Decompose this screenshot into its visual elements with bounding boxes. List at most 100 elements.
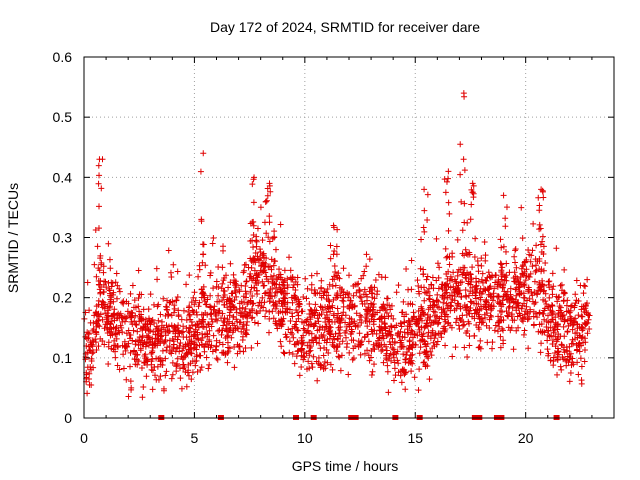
data-point bbox=[166, 299, 173, 306]
data-point bbox=[227, 306, 234, 313]
data-point bbox=[194, 311, 201, 318]
data-point bbox=[192, 322, 199, 329]
data-point bbox=[168, 322, 175, 329]
data-point bbox=[276, 266, 283, 273]
data-point bbox=[281, 267, 288, 274]
data-point bbox=[553, 245, 560, 252]
data-point bbox=[356, 288, 363, 295]
data-point bbox=[401, 334, 408, 341]
data-point bbox=[522, 258, 529, 265]
data-point bbox=[536, 258, 543, 265]
data-point bbox=[463, 307, 470, 314]
data-point bbox=[547, 324, 554, 331]
data-point bbox=[457, 171, 464, 178]
data-point bbox=[118, 314, 125, 321]
data-point bbox=[135, 267, 142, 274]
data-point bbox=[337, 317, 344, 324]
data-point bbox=[180, 323, 187, 330]
data-point bbox=[266, 298, 273, 305]
data-point bbox=[442, 189, 449, 196]
data-point bbox=[357, 342, 364, 349]
data-point bbox=[210, 285, 217, 292]
data-point bbox=[242, 330, 249, 337]
data-point bbox=[400, 343, 407, 350]
data-point bbox=[532, 256, 539, 263]
data-point bbox=[242, 305, 249, 312]
data-point bbox=[92, 339, 99, 346]
data-point bbox=[205, 365, 212, 372]
data-point bbox=[148, 361, 155, 368]
data-point bbox=[199, 334, 206, 341]
data-point bbox=[350, 355, 357, 362]
data-point bbox=[173, 297, 180, 304]
data-point bbox=[397, 320, 404, 327]
data-point bbox=[334, 314, 341, 321]
data-point bbox=[82, 333, 89, 340]
data-point bbox=[289, 275, 296, 282]
data-point bbox=[305, 358, 312, 365]
data-point bbox=[284, 282, 291, 289]
data-point bbox=[275, 298, 282, 305]
data-point bbox=[467, 298, 474, 305]
data-point bbox=[348, 330, 355, 337]
data-point bbox=[215, 292, 222, 299]
data-point bbox=[474, 257, 481, 264]
data-point bbox=[202, 310, 209, 317]
data-point bbox=[201, 343, 208, 350]
data-point bbox=[325, 328, 332, 335]
data-point bbox=[360, 291, 367, 298]
data-point bbox=[123, 330, 130, 337]
data-point bbox=[391, 377, 398, 384]
data-point bbox=[306, 344, 313, 351]
data-point bbox=[149, 367, 156, 374]
data-point bbox=[487, 312, 494, 319]
data-point bbox=[416, 366, 423, 373]
data-point bbox=[407, 300, 414, 307]
data-point bbox=[227, 327, 234, 334]
data-point bbox=[105, 343, 112, 350]
data-point bbox=[314, 315, 321, 322]
data-point bbox=[262, 198, 269, 205]
data-point bbox=[158, 329, 165, 336]
data-point bbox=[130, 327, 137, 334]
data-point bbox=[274, 275, 281, 282]
data-point bbox=[315, 354, 322, 361]
data-point bbox=[265, 234, 272, 241]
data-point bbox=[219, 280, 226, 287]
data-point bbox=[456, 290, 463, 297]
data-point bbox=[461, 200, 468, 207]
data-point bbox=[405, 286, 412, 293]
data-point bbox=[127, 363, 134, 370]
data-point bbox=[498, 273, 505, 280]
data-point bbox=[177, 375, 184, 382]
data-point bbox=[277, 338, 284, 345]
data-point bbox=[560, 290, 567, 297]
data-point bbox=[495, 278, 502, 285]
data-point bbox=[334, 305, 341, 312]
data-point bbox=[133, 351, 140, 358]
data-point bbox=[208, 323, 215, 330]
data-point bbox=[186, 303, 193, 310]
data-point bbox=[218, 349, 225, 356]
data-point bbox=[386, 338, 393, 345]
data-point bbox=[184, 369, 191, 376]
data-point bbox=[399, 366, 406, 373]
data-point bbox=[160, 295, 167, 302]
data-point bbox=[518, 305, 525, 312]
data-point bbox=[575, 297, 582, 304]
data-point bbox=[216, 339, 223, 346]
data-point bbox=[191, 289, 198, 296]
data-point bbox=[316, 323, 323, 330]
data-point bbox=[557, 304, 564, 311]
data-point bbox=[183, 383, 190, 390]
data-point bbox=[441, 327, 448, 334]
data-point bbox=[207, 269, 214, 276]
data-point bbox=[108, 318, 115, 325]
data-point bbox=[429, 274, 436, 281]
data-point bbox=[504, 312, 511, 319]
data-point bbox=[267, 292, 274, 299]
data-point bbox=[95, 343, 102, 350]
data-point bbox=[447, 273, 454, 280]
data-point bbox=[471, 253, 478, 260]
data-point bbox=[97, 289, 104, 296]
